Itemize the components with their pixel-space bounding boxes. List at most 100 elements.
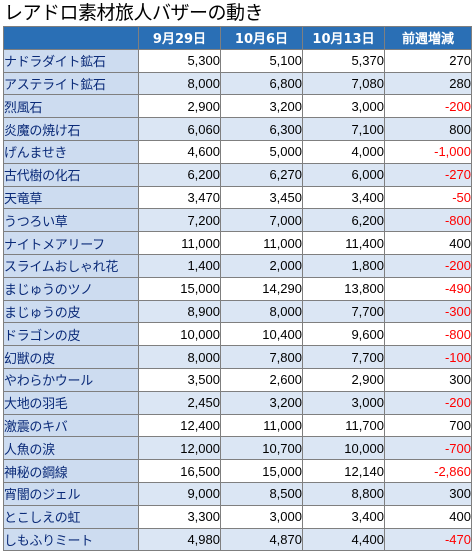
table-row: まじゅうの皮 8,900 8,000 7,700 -300 (3, 299, 472, 324)
item-name-cell: アステライト鉱石 (3, 71, 139, 96)
change-cell: 270 (384, 48, 472, 73)
price-cell-date-2: 2,600 (220, 367, 303, 392)
price-cell-date-2: 3,200 (220, 94, 303, 119)
item-name-cell: ナドラダイト鉱石 (3, 48, 139, 73)
price-cell-date-2: 14,290 (220, 276, 303, 301)
item-name-cell: 激震のキバ (3, 413, 139, 438)
price-cell-date-3: 11,700 (302, 413, 385, 438)
change-cell: -2,860 (384, 459, 472, 483)
price-cell-date-3: 4,400 (302, 527, 385, 552)
change-cell: 300 (384, 367, 472, 392)
change-cell: -1,000 (384, 139, 472, 164)
price-cell-date-1: 6,060 (138, 117, 221, 141)
price-cell-date-3: 1,800 (302, 253, 385, 278)
change-cell: -200 (384, 253, 472, 278)
change-cell: -100 (384, 345, 472, 369)
change-cell: -270 (384, 162, 472, 187)
price-cell-date-2: 8,500 (220, 481, 303, 506)
column-header-date-3: 10月13日 (302, 26, 385, 50)
change-cell: 700 (384, 413, 472, 438)
change-cell: 280 (384, 71, 472, 96)
price-cell-date-2: 11,000 (220, 231, 303, 255)
price-cell-date-3: 9,600 (302, 322, 385, 347)
table-row: 烈風石 2,900 3,200 3,000 -200 (3, 94, 472, 119)
table-row: 人魚の涙 12,000 10,700 10,000 -700 (3, 436, 472, 461)
change-cell: -50 (384, 185, 472, 210)
price-cell-date-1: 3,470 (138, 185, 221, 210)
price-cell-date-3: 6,200 (302, 208, 385, 233)
price-cell-date-2: 7,000 (220, 208, 303, 233)
price-cell-date-2: 5,100 (220, 48, 303, 73)
price-cell-date-2: 15,000 (220, 459, 303, 483)
table-row: アステライト鉱石 8,000 6,800 7,080 280 (3, 71, 472, 96)
price-cell-date-1: 2,900 (138, 94, 221, 119)
price-cell-date-3: 12,140 (302, 459, 385, 483)
item-name-cell: やわらかウール (3, 367, 139, 392)
price-cell-date-2: 3,450 (220, 185, 303, 210)
change-cell: 400 (384, 231, 472, 255)
item-name-cell: まじゅうの皮 (3, 299, 139, 324)
change-cell: -300 (384, 299, 472, 324)
table-row: げんませき 4,600 5,000 4,000 -1,000 (3, 139, 472, 164)
price-cell-date-3: 7,700 (302, 299, 385, 324)
item-name-cell: 天竜草 (3, 185, 139, 210)
price-cell-date-1: 3,500 (138, 367, 221, 392)
item-name-cell: 大地の羽毛 (3, 390, 139, 415)
table-row: 古代樹の化石 6,200 6,270 6,000 -270 (3, 162, 472, 187)
price-cell-date-1: 11,000 (138, 231, 221, 255)
price-cell-date-1: 6,200 (138, 162, 221, 187)
item-name-cell: スライムおしゃれ花 (3, 253, 139, 278)
table-row: やわらかウール 3,500 2,600 2,900 300 (3, 367, 472, 392)
price-cell-date-2: 10,700 (220, 436, 303, 461)
price-cell-date-3: 6,000 (302, 162, 385, 187)
change-cell: -800 (384, 208, 472, 233)
item-name-cell: 人魚の涙 (3, 436, 139, 461)
price-cell-date-1: 7,200 (138, 208, 221, 233)
column-header-change: 前週増減 (384, 26, 472, 50)
column-header-date-2: 10月6日 (220, 26, 303, 50)
price-cell-date-3: 8,800 (302, 481, 385, 506)
price-cell-date-2: 3,200 (220, 390, 303, 415)
price-cell-date-2: 6,270 (220, 162, 303, 187)
price-cell-date-2: 5,000 (220, 139, 303, 164)
table-row: 激震のキバ 12,400 11,000 11,700 700 (3, 413, 472, 438)
table-row: うつろい草 7,200 7,000 6,200 -800 (3, 208, 472, 233)
price-cell-date-2: 3,000 (220, 504, 303, 529)
price-cell-date-3: 5,370 (302, 48, 385, 73)
item-name-cell: うつろい草 (3, 208, 139, 233)
price-cell-date-1: 4,600 (138, 139, 221, 164)
price-cell-date-1: 5,300 (138, 48, 221, 73)
price-cell-date-2: 8,000 (220, 299, 303, 324)
price-cell-date-2: 6,800 (220, 71, 303, 96)
price-cell-date-1: 2,450 (138, 390, 221, 415)
item-name-cell: 幻獣の皮 (3, 345, 139, 369)
price-cell-date-3: 7,100 (302, 117, 385, 141)
item-name-cell: しもふりミート (3, 527, 139, 552)
price-table: 9月29日 10月6日 10月13日 前週増減 ナドラダイト鉱石 5,300 5,1… (3, 26, 472, 552)
price-cell-date-1: 8,900 (138, 299, 221, 324)
column-header-date-1: 9月29日 (138, 26, 221, 50)
price-cell-date-3: 3,000 (302, 94, 385, 119)
table-row: 炎魔の焼け石 6,060 6,300 7,100 800 (3, 117, 472, 141)
price-cell-date-2: 2,000 (220, 253, 303, 278)
price-cell-date-1: 1,400 (138, 253, 221, 278)
header-row: 9月29日 10月6日 10月13日 前週増減 (3, 26, 472, 50)
price-cell-date-1: 3,300 (138, 504, 221, 529)
price-cell-date-1: 10,000 (138, 322, 221, 347)
price-cell-date-1: 16,500 (138, 459, 221, 483)
table-row: とこしえの虹 3,300 3,000 3,400 400 (3, 504, 472, 529)
price-cell-date-1: 8,000 (138, 345, 221, 369)
item-name-cell: 宵闇のジェル (3, 481, 139, 506)
change-cell: -700 (384, 436, 472, 461)
price-cell-date-2: 4,870 (220, 527, 303, 552)
change-cell: -800 (384, 322, 472, 347)
price-cell-date-1: 12,000 (138, 436, 221, 461)
price-cell-date-1: 8,000 (138, 71, 221, 96)
table-row: 大地の羽毛 2,450 3,200 3,000 -200 (3, 390, 472, 415)
table-row: 天竜草 3,470 3,450 3,400 -50 (3, 185, 472, 210)
table-row: ナイトメアリーフ 11,000 11,000 11,400 400 (3, 231, 472, 255)
price-cell-date-3: 3,000 (302, 390, 385, 415)
table-row: ドラゴンの皮 10,000 10,400 9,600 -800 (3, 322, 472, 347)
price-cell-date-3: 4,000 (302, 139, 385, 164)
price-cell-date-1: 15,000 (138, 276, 221, 301)
